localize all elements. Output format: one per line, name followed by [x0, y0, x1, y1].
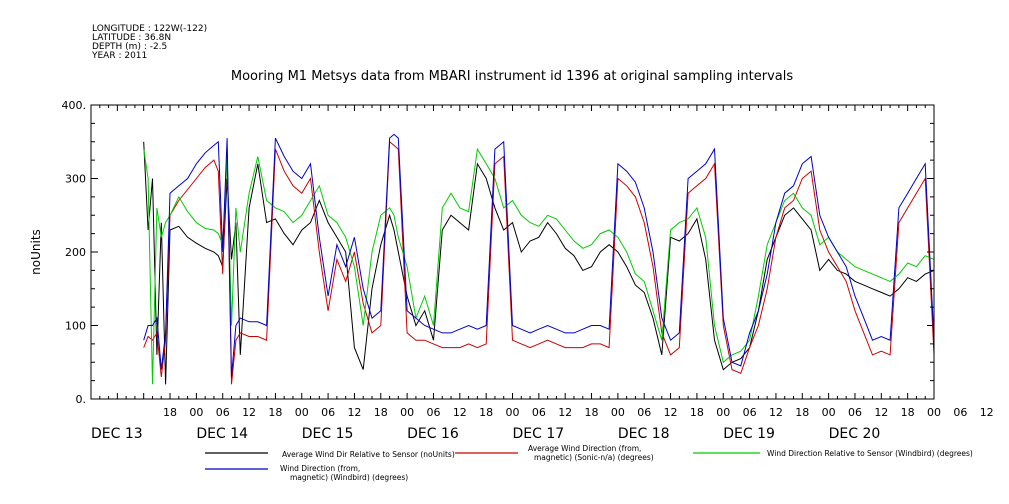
x-hour-label: 06: [426, 406, 440, 419]
x-hour-label: 00: [506, 406, 520, 419]
x-hour-label: 12: [453, 406, 467, 419]
x-hour-label: 12: [558, 406, 572, 419]
meta-longitude: LONGITUDE : 122W(-122): [92, 24, 207, 34]
metadata-block: LONGITUDE : 122W(-122) LATITUDE : 36.8N …: [91, 24, 207, 61]
x-hour-label: 06: [532, 406, 546, 419]
legend-label-3: magnetic) (Windbird) (degrees): [290, 473, 408, 482]
x-hour-label: 18: [479, 406, 493, 419]
series-line-1: [143, 140, 935, 385]
x-hour-label: 18: [268, 406, 282, 419]
legend: Average Wind Dir Relative to Sensor (noU…: [205, 444, 973, 482]
y-tick-label: 100: [65, 320, 86, 333]
x-hour-label: 18: [795, 406, 809, 419]
plot-frame: [90, 104, 935, 400]
x-hour-label: 18: [374, 406, 388, 419]
x-hour-label: 00: [189, 406, 203, 419]
x-date-label: DEC 13: [91, 426, 143, 442]
x-date-label: DEC 19: [723, 426, 775, 442]
y-tick-label: 300: [65, 173, 86, 186]
x-hour-label: 06: [848, 406, 862, 419]
x-hour-label: 18: [163, 406, 177, 419]
y-tick-label: 200: [65, 246, 86, 259]
legend-label-1: Average Wind Direction (from,: [528, 444, 641, 453]
x-hour-label: 06: [637, 406, 651, 419]
x-hour-label: 12: [769, 406, 783, 419]
x-hour-label: 18: [585, 406, 599, 419]
x-hour-label: 12: [664, 406, 678, 419]
series-line-2: [143, 147, 935, 385]
y-axis-title: noUnits: [29, 229, 43, 275]
x-date-label: DEC 18: [618, 426, 670, 442]
y-tick-label: 0.: [76, 393, 87, 406]
legend-label-3: Wind Direction (from,: [280, 464, 360, 473]
x-date-label: DEC 20: [829, 426, 881, 442]
x-date-label: DEC 16: [407, 426, 459, 442]
x-hour-label: 06: [953, 406, 967, 419]
meta-latitude: LATITUDE : 36.8N: [92, 33, 171, 43]
chart-title: Mooring M1 Metsys data from MBARI instru…: [231, 69, 793, 84]
x-hour-label: 00: [716, 406, 730, 419]
meta-depth: DEPTH (m) : -2.5: [92, 42, 167, 52]
x-date-label: DEC 14: [196, 426, 248, 442]
x-hour-label: 06: [743, 406, 757, 419]
x-hour-label: 12: [874, 406, 888, 419]
x-hour-label: 18: [901, 406, 915, 419]
legend-label-0: Average Wind Dir Relative to Sensor (noU…: [282, 450, 455, 459]
x-hour-label: 00: [611, 406, 625, 419]
x-hour-label: 12: [980, 406, 994, 419]
x-hour-label: 00: [400, 406, 414, 419]
x-hour-label: 00: [822, 406, 836, 419]
legend-label-2: Wind Direction Relative to Sensor (Windb…: [767, 449, 973, 458]
x-hour-label: 06: [216, 406, 230, 419]
x-hour-label: 00: [927, 406, 941, 419]
x-date-label: DEC 15: [302, 426, 354, 442]
plot-area: 0. 100 200 300 400. 18 00 06 12 18 00 06 12 18 00 06 12 1…: [62, 99, 994, 442]
y-tick-label: 400.: [62, 99, 87, 112]
x-hour-label: 06: [321, 406, 335, 419]
series-line-3: [143, 133, 935, 377]
meta-year: YEAR : 2011: [91, 51, 147, 61]
x-hour-label: 12: [347, 406, 361, 419]
x-hour-label: 18: [690, 406, 704, 419]
x-date-label: DEC 17: [513, 426, 565, 442]
legend-label-1: magnetic) (Sonic-n/a) (degrees): [534, 453, 654, 462]
x-hour-label: 12: [242, 406, 256, 419]
x-hour-label: 00: [295, 406, 309, 419]
